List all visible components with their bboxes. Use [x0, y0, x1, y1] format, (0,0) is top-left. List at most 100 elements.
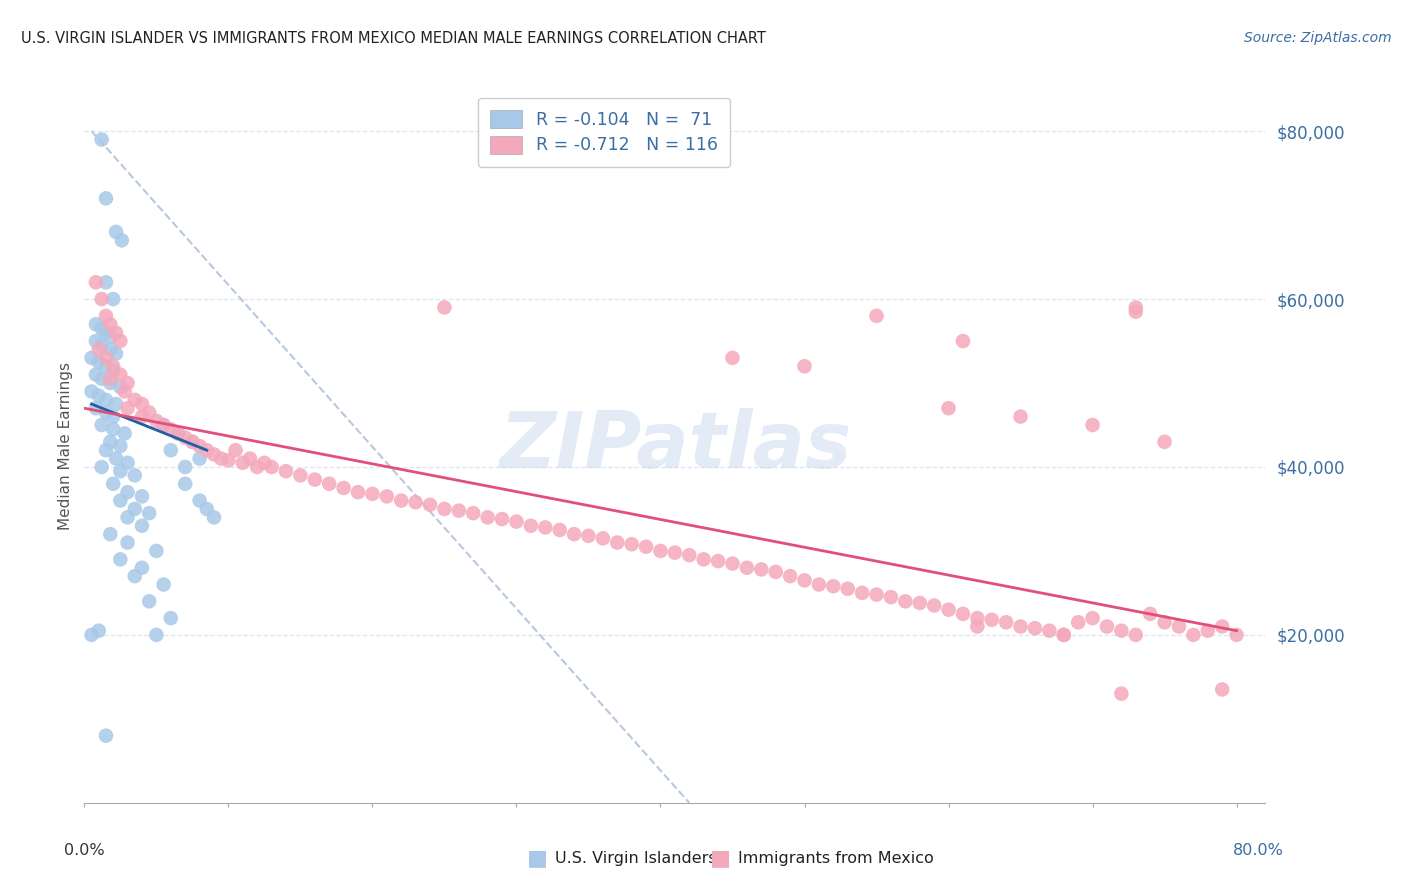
Point [1024, 621, 1046, 635]
Point [865, 309, 887, 323]
Point [938, 401, 960, 416]
Point [1211, 619, 1233, 633]
Point [188, 493, 211, 508]
Point [84, 401, 107, 416]
Point [922, 599, 945, 613]
Point [1053, 628, 1076, 642]
Point [90, 321, 112, 335]
Point [117, 510, 139, 524]
Point [114, 384, 136, 399]
Point [721, 557, 744, 571]
Point [98, 372, 121, 386]
Point [361, 487, 384, 501]
Point [260, 460, 283, 475]
Point [447, 503, 470, 517]
Point [1053, 628, 1076, 642]
Text: Immigrants from Mexico: Immigrants from Mexico [738, 851, 934, 865]
Point [174, 431, 197, 445]
Point [110, 368, 132, 382]
Point [152, 417, 174, 432]
Point [98, 376, 121, 390]
Point [463, 506, 485, 520]
Point [110, 439, 132, 453]
Point [131, 560, 153, 574]
Point [217, 453, 239, 467]
Point [1010, 409, 1032, 424]
Point [159, 422, 181, 436]
Point [84, 318, 107, 332]
Point [1153, 615, 1175, 630]
Point [159, 443, 181, 458]
Point [1038, 624, 1060, 638]
Point [389, 493, 412, 508]
Point [145, 544, 167, 558]
Point [195, 443, 218, 458]
Point [1095, 619, 1118, 633]
Point [851, 586, 873, 600]
Point [952, 334, 974, 348]
Point [110, 552, 132, 566]
Text: ■: ■ [527, 848, 548, 868]
Point [678, 548, 700, 562]
Point [145, 628, 167, 642]
Point [117, 535, 139, 549]
Point [159, 611, 181, 625]
Point [894, 594, 917, 608]
Point [111, 233, 134, 247]
Point [202, 447, 225, 461]
Text: U.S. VIRGIN ISLANDER VS IMMIGRANTS FROM MEXICO MEDIAN MALE EARNINGS CORRELATION : U.S. VIRGIN ISLANDER VS IMMIGRANTS FROM … [21, 31, 766, 46]
Point [174, 460, 197, 475]
Point [548, 523, 571, 537]
Point [94, 392, 117, 407]
Point [1010, 619, 1032, 633]
Point [87, 343, 110, 357]
Point [188, 439, 211, 453]
Point [124, 502, 146, 516]
Legend: R = -0.104   N =  71, R = -0.712   N = 116: R = -0.104 N = 71, R = -0.712 N = 116 [478, 98, 730, 167]
Point [592, 532, 614, 546]
Point [98, 343, 121, 357]
Point [807, 577, 830, 591]
Point [101, 422, 124, 436]
Point [87, 624, 110, 638]
Point [304, 473, 326, 487]
Text: 0.0%: 0.0% [65, 843, 104, 858]
Point [749, 562, 772, 576]
Point [664, 546, 686, 560]
Point [94, 443, 117, 458]
Point [433, 502, 456, 516]
Point [94, 191, 117, 205]
Point [94, 275, 117, 289]
Point [94, 359, 117, 374]
Point [131, 518, 153, 533]
Point [138, 506, 160, 520]
Point [181, 434, 204, 449]
Point [606, 535, 628, 549]
Point [87, 389, 110, 403]
Point [131, 489, 153, 503]
Point [721, 351, 744, 365]
Point [124, 569, 146, 583]
Point [419, 498, 441, 512]
Point [145, 414, 167, 428]
Point [837, 582, 859, 596]
Point [765, 565, 787, 579]
Point [101, 409, 124, 424]
Point [90, 338, 112, 352]
Point [117, 401, 139, 416]
Point [1226, 628, 1249, 642]
Text: U.S. Virgin Islanders: U.S. Virgin Islanders [555, 851, 717, 865]
Point [1139, 607, 1161, 621]
Y-axis label: Median Male Earnings: Median Male Earnings [58, 362, 73, 530]
Text: 80.0%: 80.0% [1233, 843, 1284, 858]
Point [167, 426, 190, 441]
Point [84, 334, 107, 348]
Point [938, 603, 960, 617]
Point [117, 376, 139, 390]
Point [110, 464, 132, 478]
Point [152, 577, 174, 591]
Point [562, 527, 585, 541]
Point [491, 512, 513, 526]
Point [347, 485, 370, 500]
Point [1125, 304, 1147, 318]
